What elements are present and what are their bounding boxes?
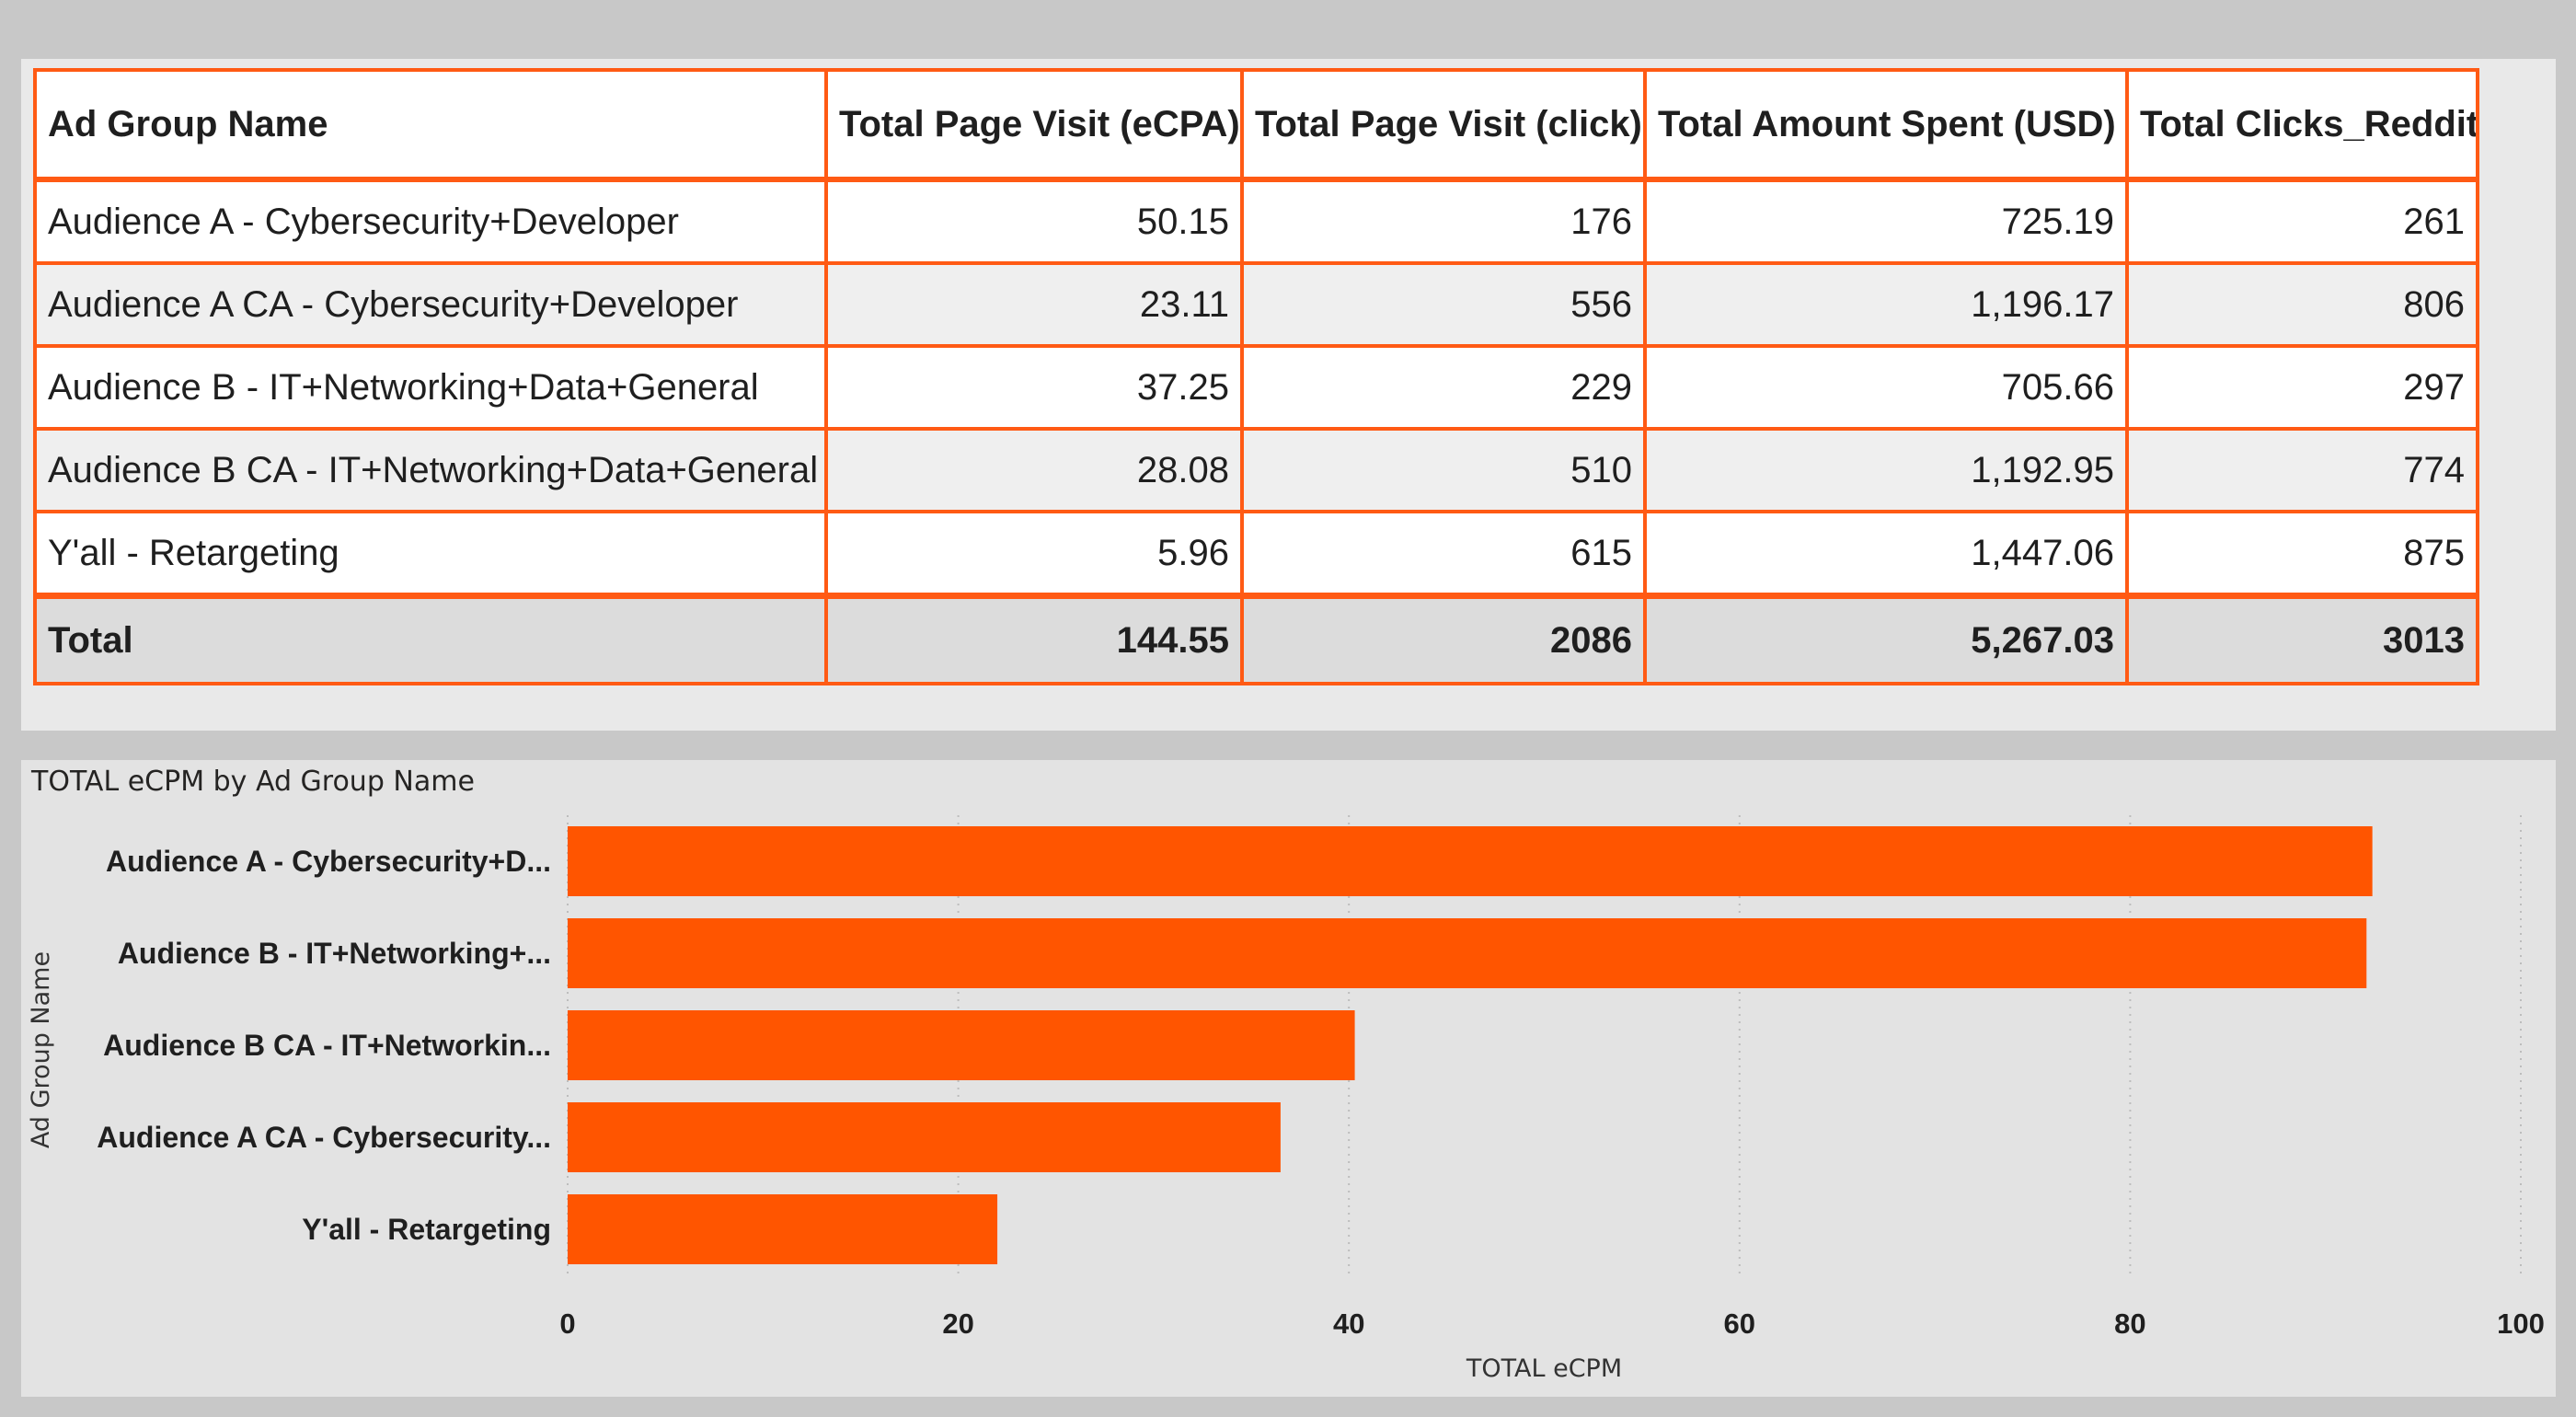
column-header-amount-spent[interactable]: Total Amount Spent (USD)	[1643, 68, 2129, 182]
table-row[interactable]: Audience B - IT+Networking+Data+General …	[33, 344, 2479, 431]
table-cell: 556	[1240, 261, 1647, 348]
column-header-page-visit-click[interactable]: Total Page Visit (click)	[1240, 68, 1647, 182]
category-label: Audience B - IT+Networking+...	[118, 937, 551, 970]
table-cell: 774	[2125, 427, 2479, 513]
x-tick-label: 100	[2497, 1308, 2545, 1340]
total-cell: 3013	[2125, 593, 2479, 685]
table-cell: 1,447.06	[1643, 510, 2129, 598]
table-cell: 705.66	[1643, 344, 2129, 431]
bar[interactable]	[568, 918, 2367, 988]
total-cell: 2086	[1240, 593, 1647, 685]
table-row[interactable]: Audience B CA - IT+Networking+Data+Gener…	[33, 427, 2479, 513]
table-cell: 615	[1240, 510, 1647, 598]
table-cell: 1,192.95	[1643, 427, 2129, 513]
table-cell: 261	[2125, 178, 2479, 265]
table-cell: 1,196.17	[1643, 261, 2129, 348]
table-header-row: Ad Group Name Total Page Visit (eCPA) To…	[33, 68, 2479, 182]
x-axis-title: TOTAL eCPM	[1466, 1354, 1622, 1383]
bar[interactable]	[568, 1194, 998, 1264]
table-container: Ad Group Name Total Page Visit (eCPA) To…	[33, 68, 2479, 685]
category-label: Y'all - Retargeting	[302, 1213, 551, 1246]
table-cell: Audience B CA - IT+Networking+Data+Gener…	[33, 427, 828, 513]
table-cell: 297	[2125, 344, 2479, 431]
x-axis-ticks: 0 20 40 60 80 100	[559, 1308, 2544, 1340]
x-tick-label: 40	[1333, 1308, 1364, 1340]
x-tick-label: 20	[942, 1308, 973, 1340]
table-cell: 806	[2125, 261, 2479, 348]
x-tick-label: 80	[2114, 1308, 2145, 1340]
column-header-ad-group-name[interactable]: Ad Group Name	[33, 68, 828, 182]
bars[interactable]	[568, 826, 2373, 1264]
column-header-clicks-reddit[interactable]: Total Clicks_Reddit	[2125, 68, 2479, 182]
ad-group-table[interactable]: Ad Group Name Total Page Visit (eCPA) To…	[33, 68, 2479, 685]
bar-chart[interactable]: TOTAL eCPM by Ad Group Name Audience A -…	[21, 760, 2556, 1397]
table-cell: Audience A - Cybersecurity+Developer	[33, 178, 828, 265]
total-cell: 144.55	[824, 593, 1244, 685]
category-label: Audience B CA - IT+Networkin...	[103, 1029, 551, 1062]
table-cell: 510	[1240, 427, 1647, 513]
table-visual[interactable]: Ad Group Name Total Page Visit (eCPA) To…	[21, 59, 2556, 731]
category-label: Audience A CA - Cybersecurity...	[97, 1121, 551, 1154]
x-tick-label: 0	[559, 1308, 575, 1340]
table-row[interactable]: Audience A - Cybersecurity+Developer 50.…	[33, 178, 2479, 265]
bar[interactable]	[568, 826, 2373, 896]
table-total-row: Total 144.55 2086 5,267.03 3013	[33, 593, 2479, 685]
category-label: Audience A - Cybersecurity+D...	[106, 845, 551, 878]
table-cell: 176	[1240, 178, 1647, 265]
table-cell: 875	[2125, 510, 2479, 598]
table-cell: 23.11	[824, 261, 1244, 348]
table-cell: 37.25	[824, 344, 1244, 431]
table-row[interactable]: Audience A CA - Cybersecurity+Developer …	[33, 261, 2479, 348]
table-cell: Y'all - Retargeting	[33, 510, 828, 598]
total-label: Total	[33, 593, 828, 685]
table-cell: Audience A CA - Cybersecurity+Developer	[33, 261, 828, 348]
table-cell: 5.96	[824, 510, 1244, 598]
table-cell: Audience B - IT+Networking+Data+General	[33, 344, 828, 431]
total-cell: 5,267.03	[1643, 593, 2129, 685]
table-cell: 725.19	[1643, 178, 2129, 265]
table-cell: 28.08	[824, 427, 1244, 513]
bar[interactable]	[568, 1102, 1281, 1172]
table-cell: 229	[1240, 344, 1647, 431]
table-row[interactable]: Y'all - Retargeting 5.96 615 1,447.06 87…	[33, 510, 2479, 598]
column-header-page-visit-ecpa[interactable]: Total Page Visit (eCPA)	[824, 68, 1244, 182]
bar-chart-visual[interactable]: TOTAL eCPM by Ad Group Name Audience A -…	[21, 760, 2556, 1397]
chart-title: TOTAL eCPM by Ad Group Name	[30, 766, 475, 798]
x-tick-label: 60	[1724, 1308, 1755, 1340]
y-axis-title: Ad Group Name	[27, 951, 55, 1148]
bar[interactable]	[568, 1010, 1355, 1080]
table-cell: 50.15	[824, 178, 1244, 265]
category-labels: Audience A - Cybersecurity+D... Audience …	[97, 845, 551, 1246]
